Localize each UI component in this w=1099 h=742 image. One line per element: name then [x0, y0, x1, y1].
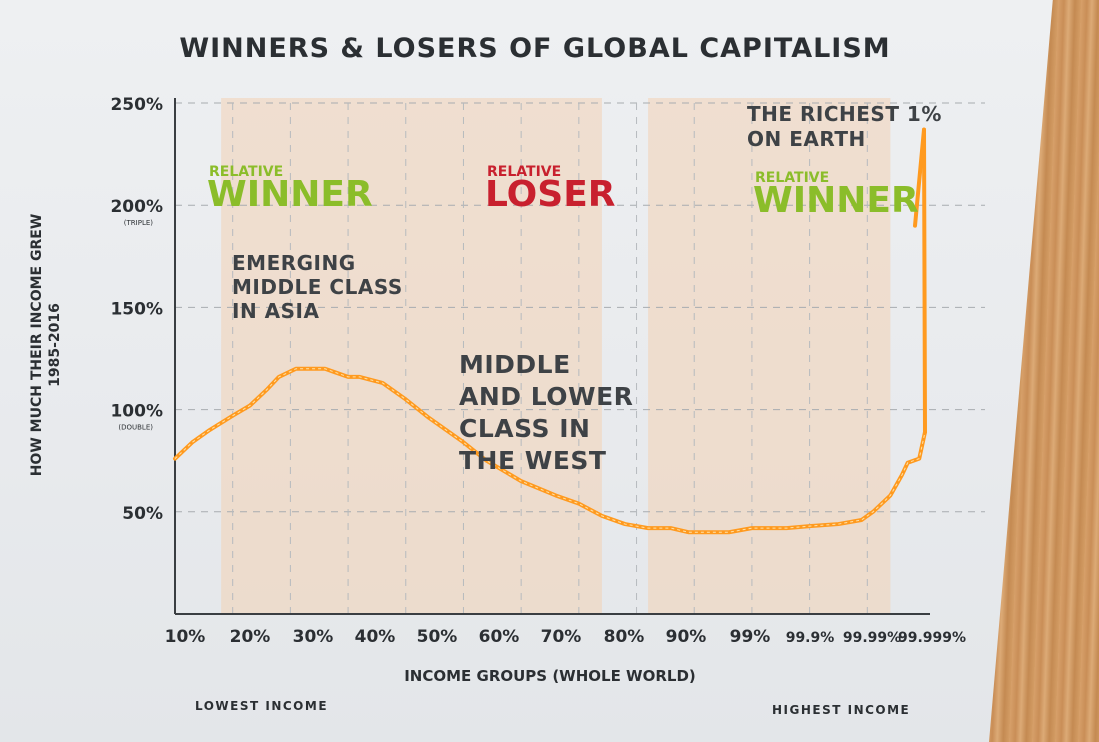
x-tick-label: 90% — [666, 627, 707, 647]
x-tick-label: 99.9% — [786, 630, 835, 646]
winner-label-left: WINNER — [207, 174, 373, 215]
y-axis-title-line1: HOW MUCH THEIR INCOME GREW — [29, 213, 45, 477]
relative-label-left: RELATIVE — [209, 164, 284, 180]
y-tick-label: 150% — [110, 299, 163, 319]
y-tick-sublabel: (TRIPLE) — [124, 219, 153, 227]
note-west-line: CLASS IN — [459, 414, 591, 443]
shaded-region-1 — [221, 98, 406, 614]
winner-label-right: WINNER — [753, 180, 919, 221]
loser-label: LOSER — [485, 174, 616, 215]
relative-label-middle: RELATIVE — [487, 164, 562, 180]
shaded-region-2 — [405, 98, 602, 614]
income-growth-spike-top — [913, 127, 926, 228]
y-tick-label: 250% — [110, 95, 163, 115]
note-asia: EMERGING MIDDLE CLASS IN ASIA — [232, 251, 403, 323]
y-tick-label: 200% — [110, 197, 163, 217]
y-tick-label: 50% — [122, 504, 163, 524]
x-tick-label: 99% — [730, 627, 771, 647]
income-growth-spike — [922, 127, 927, 435]
x-tick-label: 30% — [293, 627, 334, 647]
lowest-income-label: LOWEST INCOME — [195, 699, 329, 713]
x-tick-label: 99.999% — [898, 630, 966, 646]
income-growth-line — [173, 366, 927, 535]
relative-label-right: RELATIVE — [755, 170, 830, 186]
y-tick-sublabel: (DOUBLE) — [118, 424, 153, 432]
note-richest: THE RICHEST 1% ON EARTH — [747, 102, 942, 152]
note-west-line: AND LOWER — [459, 382, 634, 411]
note-asia-line: EMERGING — [232, 251, 356, 275]
highest-income-label: HIGHEST INCOME — [772, 703, 911, 717]
y-axis-title-line2: 1985-2016 — [47, 303, 63, 387]
note-west-line: MIDDLE — [459, 350, 571, 379]
note-west: MIDDLE AND LOWER CLASS IN THE WEST — [459, 349, 633, 477]
note-asia-line: MIDDLE CLASS — [232, 275, 403, 299]
x-tick-label: 10% — [165, 627, 206, 647]
x-tick-label: 20% — [230, 627, 271, 647]
x-tick-label: 99.99% — [843, 630, 901, 646]
chart-canvas: 50% 100% (DOUBLE) 150% 200% (TRIPLE) 250% 10% 20… — [110, 95, 985, 647]
x-tick-label: 50% — [417, 627, 458, 647]
x-tick-label: 60% — [479, 627, 520, 647]
y-axis-title: HOW MUCH THEIR INCOME GREW 1985-2016 — [28, 175, 64, 515]
note-richest-line: ON EARTH — [747, 127, 866, 151]
chart-title: WINNERS & LOSERS OF GLOBAL CAPITALISM — [179, 33, 891, 64]
x-axis-title: INCOME GROUPS (WHOLE WORLD) — [404, 667, 696, 685]
note-asia-line: IN ASIA — [232, 299, 320, 323]
y-axis-title-block: HOW MUCH THEIR INCOME GREW 1985-2016 — [28, 175, 74, 515]
x-tick-label: 70% — [541, 627, 582, 647]
x-tick-label: 80% — [604, 627, 645, 647]
note-richest-line: THE RICHEST 1% — [747, 102, 942, 126]
y-tick-label: 100% — [110, 402, 163, 422]
note-west-line: THE WEST — [459, 446, 607, 475]
x-tick-label: 40% — [355, 627, 396, 647]
